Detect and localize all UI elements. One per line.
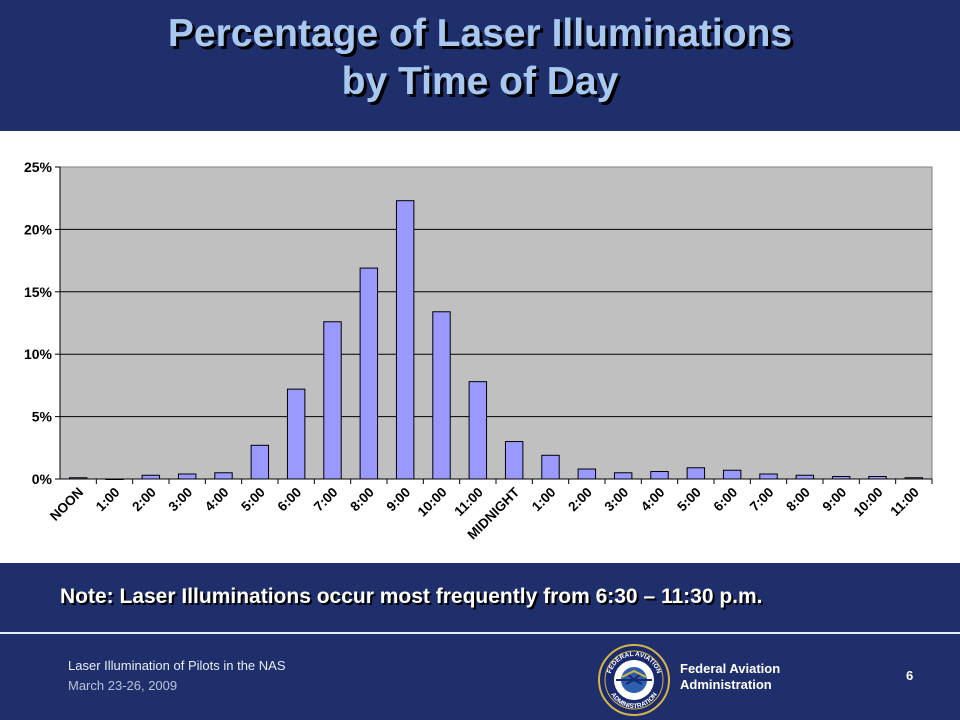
bar <box>323 321 342 480</box>
x-tick-label: 9:00 <box>820 485 850 515</box>
y-tick-label: 10% <box>24 346 53 362</box>
bar <box>759 473 778 480</box>
bar <box>904 477 924 480</box>
bar <box>359 267 379 480</box>
bar <box>177 473 197 480</box>
x-tick-label: 2:00 <box>565 485 595 515</box>
bar <box>68 477 88 480</box>
x-tick-label: 6:00 <box>711 485 741 515</box>
x-tick-label: 2:00 <box>129 485 159 515</box>
org-name-line-1: Federal Aviation <box>680 661 781 676</box>
bar <box>577 468 597 480</box>
plot-area <box>59 166 933 480</box>
x-tick-label: 11:00 <box>451 485 486 520</box>
x-tick-label: 4:00 <box>638 485 668 515</box>
presentation-title: Laser Illumination of Pilots in the NAS <box>68 658 286 673</box>
x-tick-label: 10:00 <box>415 485 450 520</box>
y-tick-label: 25% <box>24 159 53 175</box>
x-tick-label: 5:00 <box>674 485 704 515</box>
x-tick-label: 3:00 <box>166 485 196 515</box>
y-tick-label: 20% <box>24 221 53 237</box>
bar <box>286 388 306 480</box>
bar <box>686 467 706 480</box>
org-name: Federal Aviation Administration <box>680 661 820 693</box>
page-title: Percentage of Laser Illuminations by Tim… <box>0 10 960 106</box>
x-tick-label: 6:00 <box>275 485 305 515</box>
note-band: Note: Laser Illuminations occur most fre… <box>0 563 960 631</box>
presentation-date: March 23-26, 2009 <box>68 678 178 693</box>
bar <box>432 311 451 480</box>
title-banner: Percentage of Laser Illuminations by Tim… <box>0 0 960 131</box>
faa-seal-icon: FEDERAL AVIATION ADMINISTRATION <box>598 644 670 716</box>
bar-chart: 0%5%10%15%20%25%NOON 1:00 2:00 3:00 4:00 5:00… <box>24 159 933 542</box>
bar <box>250 444 270 480</box>
bar <box>795 474 815 480</box>
bar <box>613 472 633 480</box>
bar <box>868 476 887 480</box>
x-tick-label: NOON <box>47 485 86 524</box>
x-tick-label: 5:00 <box>238 485 268 515</box>
title-line-1: Percentage of Laser Illuminations <box>167 12 793 55</box>
x-tick-label: 11:00 <box>887 485 922 520</box>
org-name-line-2: Administration <box>680 677 772 692</box>
x-tick-label: 4:00 <box>202 485 232 515</box>
bar <box>504 441 524 480</box>
x-tick-label: 8:00 <box>347 485 377 515</box>
title-line-2: by Time of Day <box>341 60 619 103</box>
bar <box>105 478 124 480</box>
bar <box>395 200 415 480</box>
footer-divider <box>0 632 960 634</box>
bar <box>831 476 851 480</box>
y-tick-label: 0% <box>32 471 53 487</box>
note-text: Note: Laser Illuminations occur most fre… <box>60 585 763 608</box>
chart-panel: 0% 5% 10% 15% 20% 25% NOON 1:00 2:00 3:00 4:00 5:00… <box>0 131 960 563</box>
x-tick-label: 7:00 <box>747 485 777 515</box>
x-tick-label: 1:00 <box>93 485 123 515</box>
page-number: 6 <box>906 668 914 683</box>
x-tick-label: 8:00 <box>783 485 813 515</box>
x-tick-label: 7:00 <box>311 485 341 515</box>
bar <box>214 472 233 480</box>
bar <box>650 471 669 480</box>
y-tick-label: 15% <box>24 284 53 300</box>
bar <box>541 454 560 480</box>
bar <box>141 474 161 480</box>
x-tick-label: 3:00 <box>602 485 632 515</box>
bar <box>468 381 488 480</box>
x-tick-label: 10:00 <box>851 485 886 520</box>
bar <box>722 469 742 480</box>
x-tick-label: 9:00 <box>384 485 414 515</box>
y-tick-label: 5% <box>32 409 53 425</box>
x-tick-label: 1:00 <box>529 485 559 515</box>
footer: Laser Illumination of Pilots in the NAS … <box>0 634 960 720</box>
